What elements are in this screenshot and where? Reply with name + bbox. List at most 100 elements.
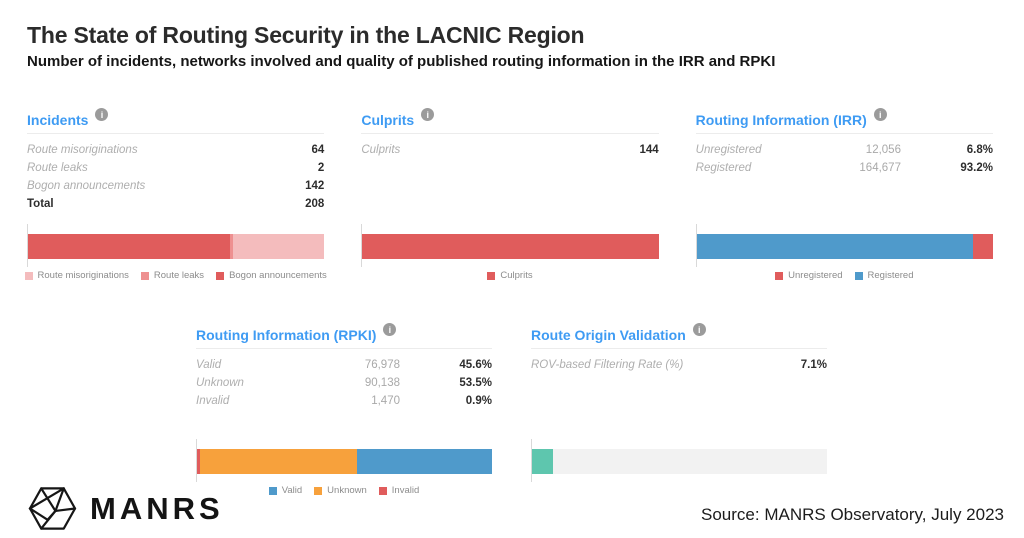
- stat-value: 64: [311, 144, 325, 156]
- info-icon[interactable]: i: [421, 108, 435, 121]
- legend-swatch: [268, 486, 277, 495]
- irr-bar: [696, 234, 993, 259]
- legend-label: Valid: [281, 485, 303, 496]
- bar-segment-culprits: [362, 234, 659, 259]
- stat-row: Unknown 90,138 53.5%: [196, 377, 492, 395]
- stat-row: Valid 76,978 45.6%: [196, 359, 492, 377]
- stat-percent: 45.6%: [459, 359, 492, 371]
- legend-swatch: [24, 271, 33, 280]
- legend-item: Unregistered: [775, 270, 843, 281]
- stat-percent: 53.5%: [459, 377, 492, 389]
- panel-header: Route Origin Validation i: [531, 323, 827, 349]
- bar-segment-route-leaks: [230, 234, 234, 259]
- panel-title: Incidents: [27, 112, 89, 128]
- legend-item: Invalid: [378, 485, 419, 496]
- stat-label: Route misoriginations: [27, 144, 138, 156]
- bar-segment-valid: [357, 449, 492, 474]
- legend-label: Registered: [867, 270, 914, 281]
- panel-title: Routing Information (RPKI): [196, 327, 377, 343]
- stat-row: Route misoriginations 64: [27, 144, 324, 162]
- rpki-legend: Valid Unknown Invalid: [192, 485, 496, 496]
- stat-value: 208: [305, 198, 325, 210]
- culprits-legend: Culprits: [357, 270, 662, 281]
- panel-rpki: Routing Information (RPKI) i Valid 76,97…: [196, 323, 492, 509]
- bar-segment-unknown: [199, 449, 358, 474]
- rov-chart: [531, 439, 827, 482]
- stat-value: 142: [305, 180, 325, 192]
- stat-label: Valid: [196, 359, 222, 371]
- legend-item: Unknown: [314, 485, 367, 496]
- stat-percent: 93.2%: [960, 162, 993, 174]
- legend-label: Bogon announcements: [229, 270, 327, 281]
- stat-label: Culprits: [361, 144, 401, 156]
- legend-swatch: [378, 486, 387, 495]
- rpki-chart: [196, 439, 492, 482]
- incidents-bar: [28, 234, 325, 259]
- stat-label: ROV-based Filtering Rate (%): [531, 359, 684, 371]
- stat-label: Total: [27, 198, 54, 210]
- panel-irr: Routing Information (IRR) i Unregistered…: [695, 108, 993, 294]
- panel-header: Incidents i: [27, 108, 325, 134]
- legend-item: Valid: [268, 485, 303, 496]
- stat-table: Unregistered 12,056 6.8% Registered 164,…: [696, 144, 993, 180]
- info-icon[interactable]: i: [873, 108, 887, 121]
- legend-label: Unregistered: [788, 270, 843, 281]
- legend-swatch: [487, 271, 496, 280]
- stat-table: Route misoriginations 64 Route leaks 2 B…: [27, 144, 324, 216]
- stat-percent: 6.8%: [966, 144, 993, 156]
- legend-swatch: [854, 271, 863, 280]
- legend-item: Route leaks: [140, 270, 205, 281]
- top-panel-row: Incidents i Route misoriginations 64 Rou…: [24, 108, 993, 294]
- panel-culprits: Culprits i Culprits 144 Culprits: [361, 108, 659, 294]
- stat-table: Valid 76,978 45.6% Unknown 90,138 53.5% …: [196, 359, 492, 413]
- stat-value: 2: [317, 162, 325, 174]
- stat-table: Culprits 144: [361, 144, 658, 162]
- irr-chart: [695, 224, 993, 267]
- info-icon[interactable]: i: [95, 108, 109, 121]
- legend-item: Route misoriginations: [24, 270, 129, 281]
- panel-header: Routing Information (RPKI) i: [196, 323, 492, 349]
- panel-title: Route Origin Validation: [531, 327, 686, 343]
- bar-segment-bogon-announcements: [28, 234, 231, 259]
- brand: MANRS: [28, 484, 224, 533]
- stat-table: ROV-based Filtering Rate (%) 7.1%: [531, 359, 827, 377]
- culprits-bar: [362, 234, 659, 259]
- stat-row: Culprits 144: [361, 144, 658, 162]
- info-icon[interactable]: i: [383, 323, 397, 336]
- legend-swatch: [775, 271, 784, 280]
- manrs-logo: [28, 487, 77, 530]
- stat-row: Unregistered 12,056 6.8%: [696, 144, 993, 162]
- legend-item: Registered: [854, 270, 914, 281]
- stat-label: Unregistered: [695, 144, 762, 156]
- stat-number: 76,978: [364, 359, 400, 371]
- panel-header: Culprits i: [361, 108, 659, 134]
- stat-row-total: Total 208: [27, 198, 324, 216]
- stat-number: 12,056: [865, 144, 901, 156]
- legend-label: Unknown: [327, 485, 367, 496]
- stat-label: Registered: [695, 162, 752, 174]
- brand-name: MANRS: [90, 490, 224, 526]
- stat-label: Unknown: [196, 377, 244, 389]
- info-icon[interactable]: i: [692, 323, 706, 336]
- legend-item: Culprits: [487, 270, 533, 281]
- irr-legend: Unregistered Registered: [692, 270, 997, 281]
- stat-row: Invalid 1,470 0.9%: [196, 395, 492, 413]
- panel-rov: Route Origin Validation i ROV-based Filt…: [531, 323, 827, 509]
- legend-label: Route misoriginations: [37, 270, 129, 281]
- legend-label: Route leaks: [153, 270, 205, 281]
- legend-swatch: [216, 271, 225, 280]
- panel-title: Culprits: [361, 112, 415, 128]
- rpki-bar: [197, 449, 492, 474]
- stat-value: 144: [639, 144, 659, 156]
- legend-swatch: [314, 486, 323, 495]
- stat-label: Bogon announcements: [27, 180, 146, 192]
- stat-percent: 0.9%: [465, 395, 492, 407]
- bar-segment-route-misoriginations: [233, 234, 325, 259]
- stat-number: 1,470: [371, 395, 400, 407]
- bar-segment-registered: [696, 234, 973, 259]
- bottom-panel-row: Routing Information (RPKI) i Valid 76,97…: [196, 323, 827, 509]
- stat-number: 164,677: [859, 162, 901, 174]
- bar-segment-invalid: [197, 449, 200, 474]
- source-text: Source: MANRS Observatory, July 2023: [701, 505, 1004, 524]
- panel-incidents: Incidents i Route misoriginations 64 Rou…: [24, 108, 327, 294]
